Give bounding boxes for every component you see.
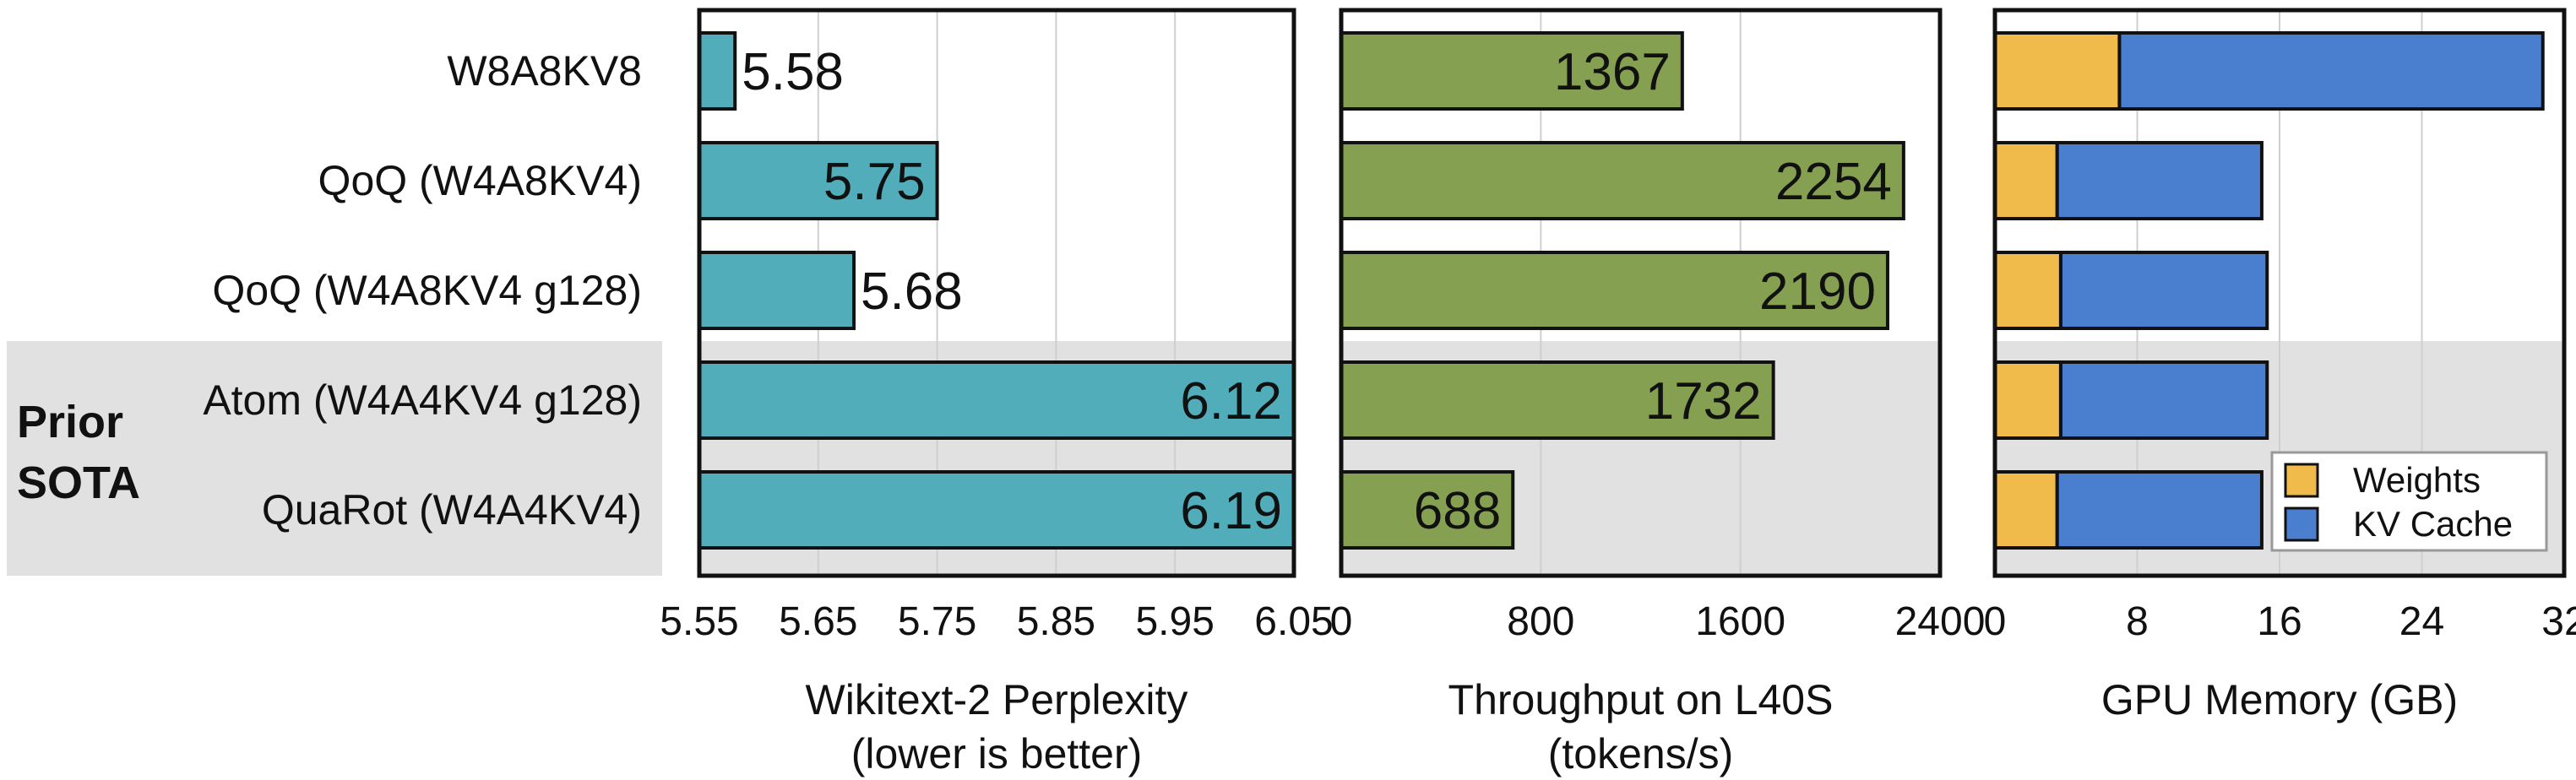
kv-cache-bar [2055, 141, 2264, 220]
x-axis-label: GPU Memory (GB) [2101, 676, 2458, 723]
kv-cache-bar [2117, 31, 2545, 111]
bar-value-label: 5.58 [742, 43, 844, 101]
x-tick-label: 5.55 [660, 599, 738, 644]
bar-value-label: 6.12 [1180, 372, 1282, 431]
bar-value-label: 688 [1414, 482, 1501, 540]
x-tick-label: 1600 [1695, 599, 1785, 644]
x-tick-label: 16 [2257, 599, 2302, 644]
throughput-bar [1340, 360, 1775, 440]
x-tick-label: 6.05 [1254, 599, 1333, 644]
legend-label-kv-cache: KV Cache [2353, 504, 2513, 544]
x-tick-label: 32 [2541, 599, 2576, 644]
legend-swatch-kv-cache [2284, 506, 2319, 542]
x-tick-label: 5.85 [1017, 599, 1095, 644]
row-label: QuaRot (W4A4KV4) [262, 486, 642, 534]
x-axis-label: (tokens/s) [1548, 730, 1734, 777]
perplexity-bar [698, 470, 1296, 550]
prior-sota-band [7, 341, 662, 576]
bar-value-label: 6.19 [1180, 482, 1282, 540]
prior-sota-label: Prior [17, 397, 123, 447]
bar-value-label: 5.68 [861, 263, 963, 321]
x-tick-label: 8 [2126, 599, 2149, 644]
kv-cache-bar [2055, 470, 2264, 550]
bar-value-label: 1732 [1645, 372, 1762, 431]
x-tick-label: 24 [2399, 599, 2444, 644]
x-tick-label: 2400 [1895, 599, 1986, 644]
panel-frame [1992, 8, 2567, 578]
x-tick-label: 800 [1507, 599, 1574, 644]
weights-bar [1993, 470, 2059, 550]
perplexity-bar [698, 141, 939, 220]
prior-sota-label: SOTA [17, 458, 140, 508]
throughput-bar [1340, 251, 1889, 330]
kv-cache-bar [2058, 251, 2269, 330]
x-tick-label: 5.95 [1135, 599, 1214, 644]
throughput-bar [1340, 141, 1905, 220]
perplexity-bar [698, 31, 737, 111]
row-label: QoQ (W4A8KV4) [318, 157, 642, 204]
panel-frame [1339, 8, 1943, 578]
weights-bar [1993, 31, 2122, 111]
perplexity-bar [698, 251, 856, 330]
weights-bar [1993, 360, 2062, 440]
row-label: Atom (W4A4KV4 g128) [203, 376, 642, 424]
throughput-bar [1340, 470, 1515, 550]
throughput-bar [1340, 31, 1684, 111]
weights-bar [1993, 141, 2059, 220]
x-tick-label: 0 [1984, 599, 2007, 644]
bar-value-label: 1367 [1554, 43, 1671, 101]
legend-swatch-weights [2284, 463, 2319, 498]
row-label: W8A8KV8 [447, 47, 642, 95]
x-axis-label: (lower is better) [851, 730, 1143, 777]
row-label: QoQ (W4A8KV4 g128) [212, 267, 642, 314]
x-tick-label: 0 [1330, 599, 1353, 644]
perplexity-bar [698, 360, 1296, 440]
bar-value-label: 2190 [1759, 263, 1876, 321]
bar-value-label: 5.75 [823, 153, 926, 211]
x-axis-label: Throughput on L40S [1448, 676, 1834, 723]
weights-bar [1993, 251, 2062, 330]
legend-label-weights: Weights [2353, 460, 2481, 500]
x-tick-label: 5.65 [779, 599, 857, 644]
x-axis-label: Wikitext-2 Perplexity [806, 676, 1188, 723]
panel-frame [697, 8, 1296, 578]
bar-value-label: 2254 [1775, 153, 1892, 211]
kv-cache-bar [2058, 360, 2269, 440]
x-tick-label: 5.75 [898, 599, 976, 644]
